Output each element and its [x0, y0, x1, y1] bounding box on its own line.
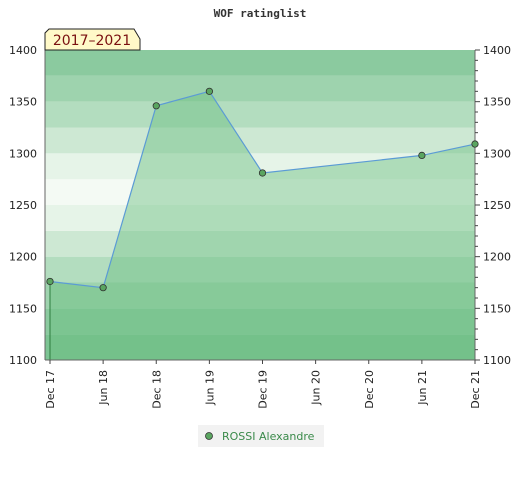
x-tick-label: Dec 17 — [44, 370, 57, 409]
y-tick-label-left: 1150 — [9, 302, 37, 315]
background-band — [45, 50, 475, 76]
background-band — [45, 308, 475, 335]
x-tick-label: Dec 18 — [150, 370, 163, 409]
background-band — [45, 230, 475, 257]
background-band — [45, 256, 475, 283]
y-tick-label-left: 1300 — [9, 147, 37, 160]
background-band — [45, 282, 475, 309]
x-tick-label: Dec 20 — [363, 370, 376, 409]
data-point — [152, 102, 160, 110]
x-tick-label: Jun 20 — [310, 370, 323, 406]
data-point — [99, 284, 107, 292]
background-band — [45, 334, 475, 360]
x-tick-label: Dec 21 — [469, 370, 482, 409]
background-band — [45, 75, 475, 102]
background-band — [45, 179, 475, 205]
x-tick-label: Jun 18 — [97, 370, 110, 406]
y-tick-label-right: 1150 — [483, 302, 511, 315]
y-tick-label-left: 1250 — [9, 199, 37, 212]
badge-box — [44, 28, 141, 51]
y-tick-label-left: 1100 — [9, 354, 37, 367]
y-tick-label-right: 1400 — [483, 44, 511, 57]
y-tick-label-right: 1250 — [483, 199, 511, 212]
background-band — [45, 205, 475, 231]
data-point — [418, 151, 426, 159]
data-point — [258, 169, 267, 177]
legend-label: ROSSI Alexandre — [222, 430, 315, 443]
y-tick-label-right: 1100 — [483, 354, 511, 367]
data-point — [471, 140, 479, 148]
year-range-badge: 2017–2021 — [44, 28, 141, 51]
series-area-fill — [50, 91, 475, 360]
series-markers — [46, 87, 479, 292]
y-tick-label-right: 1350 — [483, 96, 511, 109]
background-band — [45, 127, 475, 154]
y-tick-label-left: 1200 — [9, 251, 37, 264]
data-point — [205, 87, 213, 95]
chart-title: WOF ratinglist — [214, 7, 307, 20]
legend-box — [198, 425, 324, 447]
y-tick-label-right: 1200 — [483, 251, 511, 264]
legend: ROSSI Alexandre — [198, 425, 324, 447]
legend-marker — [205, 432, 213, 440]
background-band — [45, 101, 475, 128]
x-tick-label: Jun 19 — [203, 370, 216, 406]
badge-label: 2017–2021 — [53, 33, 131, 49]
y-tick-label-left: 1400 — [9, 44, 37, 57]
x-tick-label: Jun 21 — [416, 370, 429, 406]
data-point — [46, 277, 54, 286]
x-tick-label: Dec 19 — [257, 370, 270, 409]
y-tick-label-right: 1300 — [483, 147, 511, 160]
axes: 1100 1100 1150 1150 1200 1200 1250 1250 1300 1300… — [9, 44, 511, 409]
y-tick-label-left: 1350 — [9, 96, 37, 109]
